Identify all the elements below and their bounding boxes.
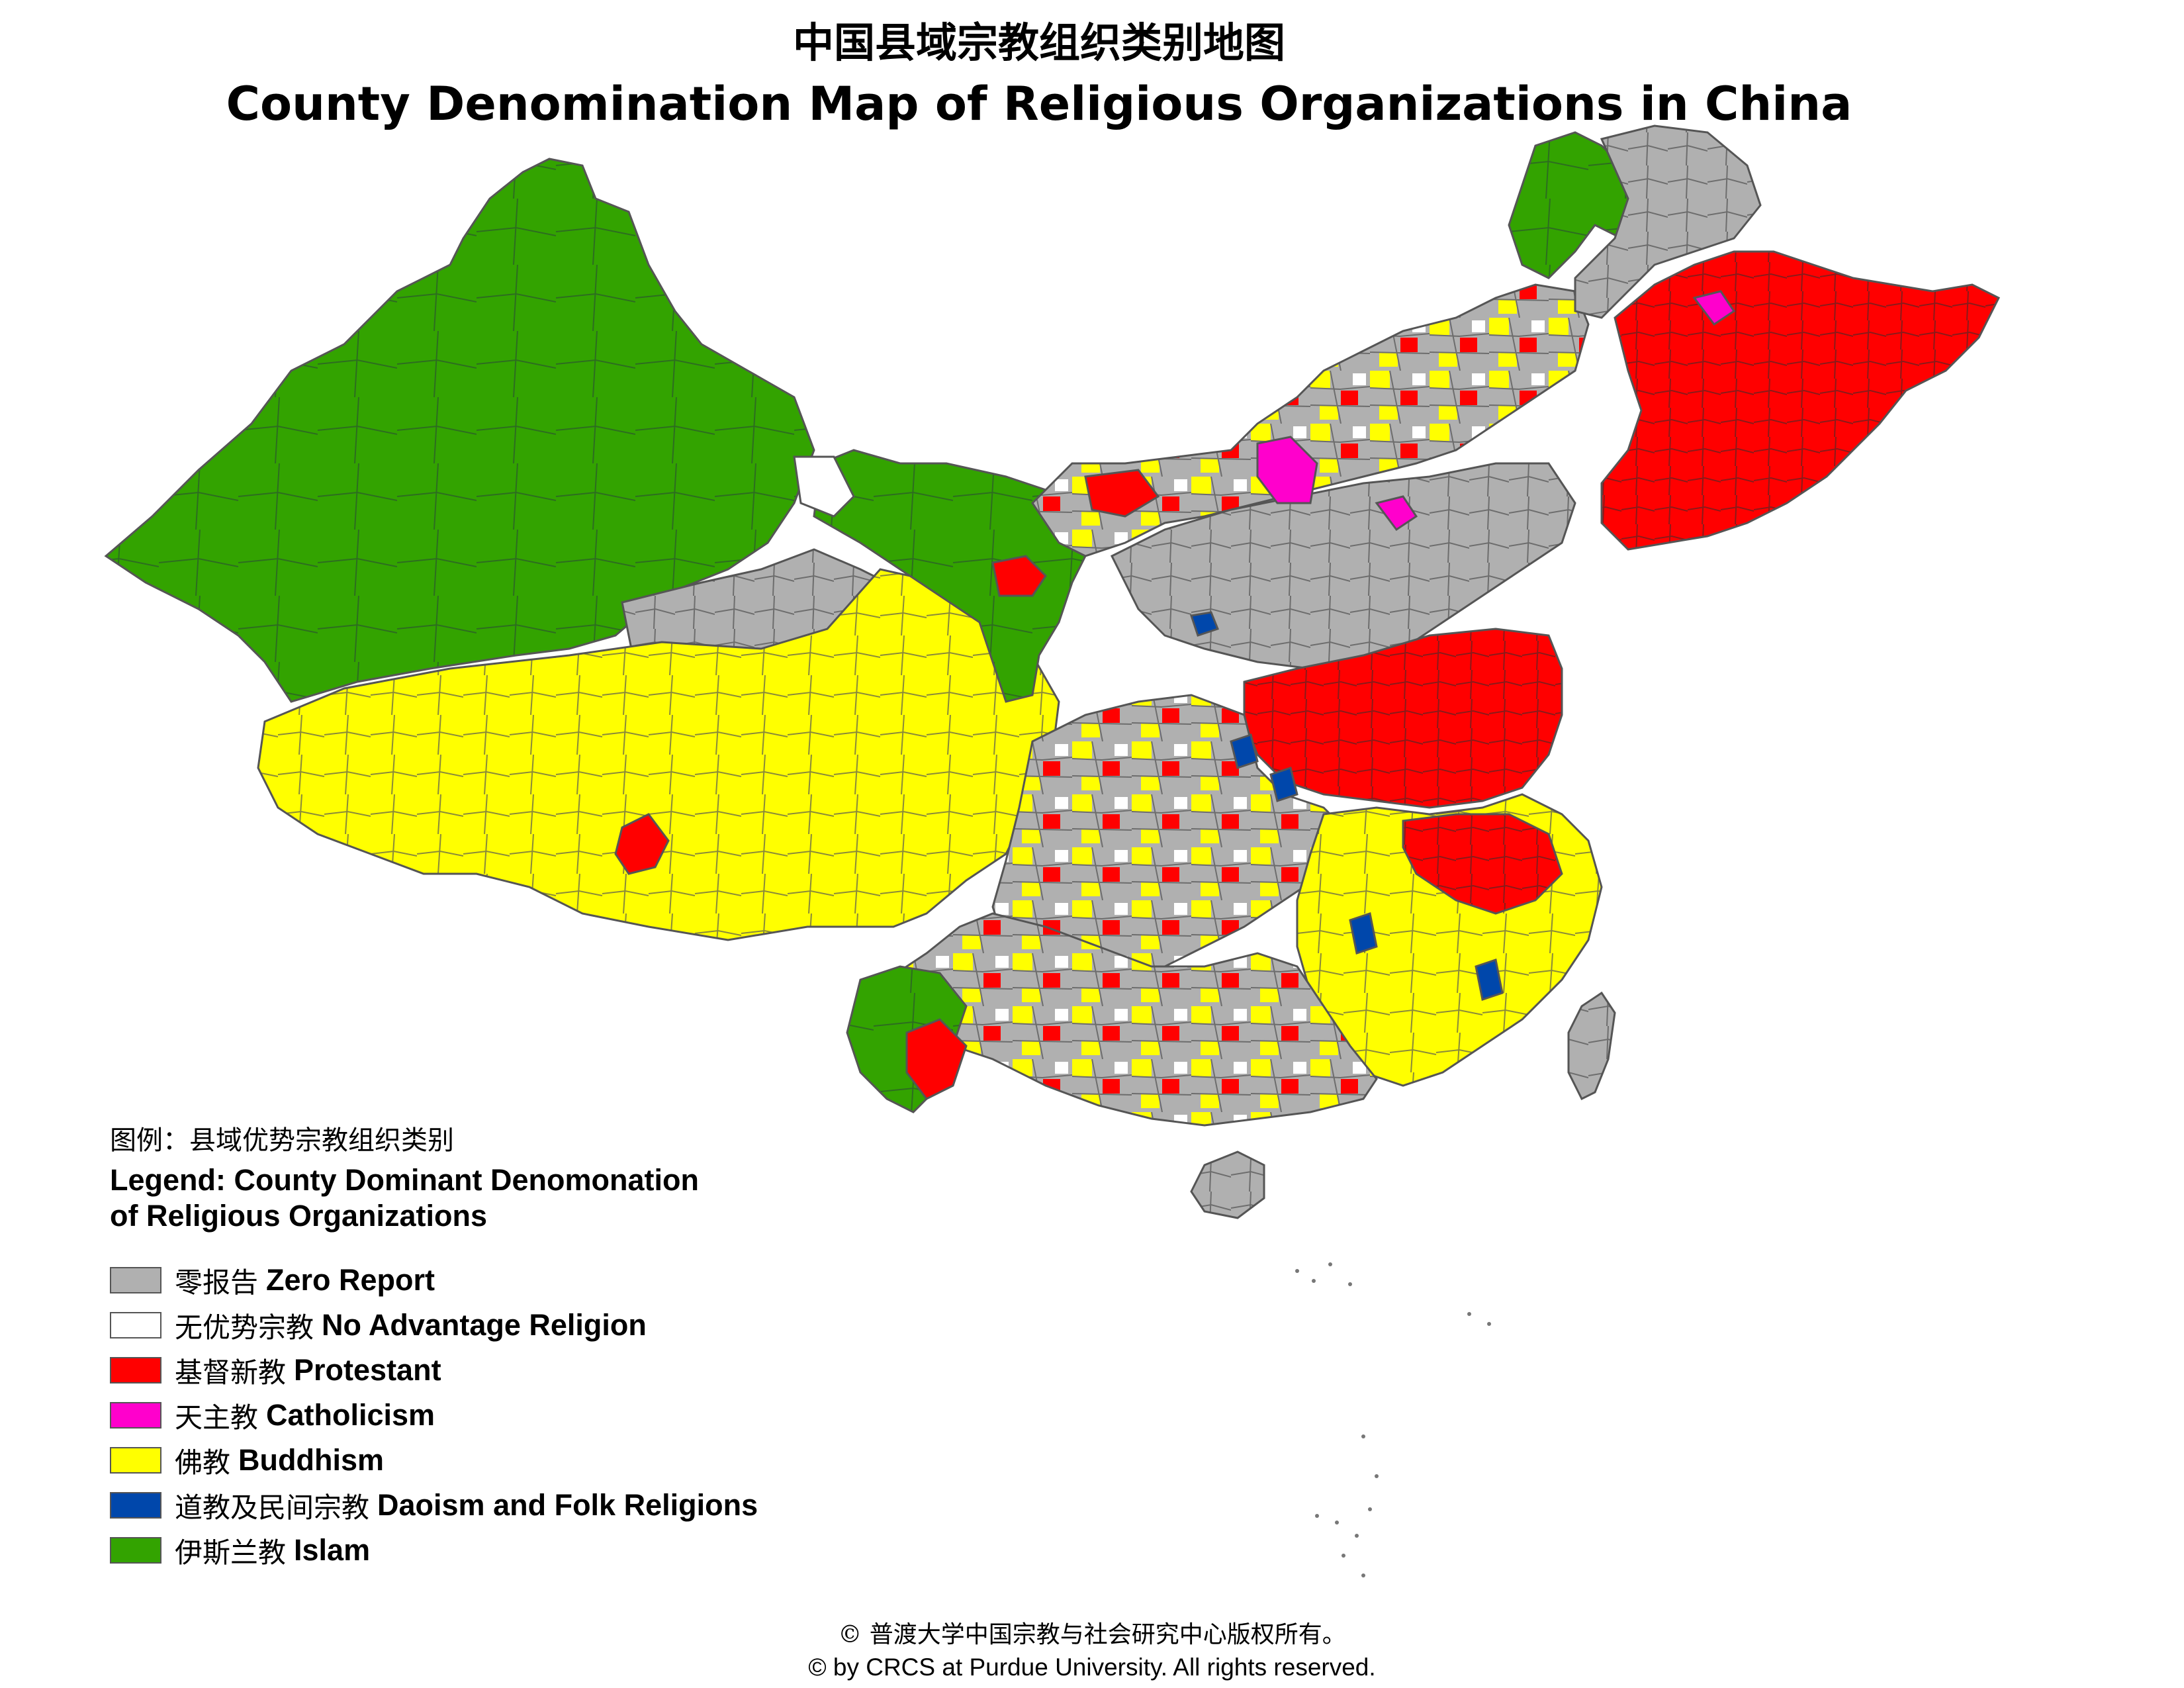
legend-item: 伊斯兰教 Islam — [110, 1528, 904, 1573]
legend-label-cn: 佛教 — [175, 1446, 231, 1479]
region-protestant-yunnan — [905, 1018, 968, 1100]
region-daoism-5 — [1269, 767, 1298, 802]
region-daoism-4 — [1475, 959, 1504, 1001]
region-protestant-east — [1402, 813, 1563, 915]
legend-item: 佛教 Buddhism — [110, 1438, 904, 1483]
legend-label-en: Zero Report — [266, 1263, 435, 1297]
legend-item: 零报告 Zero Report — [110, 1258, 904, 1303]
region-zero-north — [1031, 283, 1590, 557]
legend-label-en: Islam — [294, 1533, 371, 1567]
legend-title-cn: 图例：县域优势宗教组织类别 — [110, 1125, 454, 1156]
copyright-cn: © 普渡大学中国宗教与社会研究中心版权所有。 — [838, 1621, 1346, 1648]
legend-label-cn: 无优势宗教 — [175, 1311, 314, 1344]
legend-label-en: Protestant — [294, 1353, 441, 1387]
legend-swatch — [110, 1492, 161, 1519]
legend-label-en: No Advantage Religion — [322, 1308, 647, 1342]
region-no-advantage-north — [793, 455, 855, 518]
copyright-en: © by CRCS at Purdue University. All righ… — [808, 1654, 1376, 1681]
region-islam-northeast — [1508, 131, 1643, 279]
legend-items: 零报告 Zero Report 无优势宗教 No Advantage Religion… — [110, 1258, 904, 1573]
footer: © 普渡大学中国宗教与社会研究中心版权所有。 © by CRCS at Purd… — [0, 1615, 2184, 1681]
region-catholic-northeast — [1692, 290, 1736, 326]
legend-swatch — [110, 1312, 161, 1338]
map-title-en: County Denomination Map of Religious Org… — [226, 77, 1852, 131]
region-buddhism-west — [257, 568, 1060, 941]
region-catholic-hebei — [1375, 495, 1418, 532]
legend-item: 天主教 Catholicism — [110, 1393, 904, 1438]
legend-swatch — [110, 1357, 161, 1383]
legend: 图例：县域优势宗教组织类别 Legend: County Dominant De… — [110, 1119, 904, 1573]
legend-label-en: Buddhism — [238, 1443, 385, 1477]
legend-label-cn: 伊斯兰教 — [175, 1536, 287, 1569]
region-mixed-north-china — [1110, 462, 1576, 670]
region-taiwan — [1567, 991, 1616, 1101]
region-catholic-north — [1256, 436, 1318, 504]
legend-swatch — [110, 1447, 161, 1474]
legend-label-cn: 基督新教 — [175, 1356, 287, 1389]
region-daoism-2 — [1230, 733, 1259, 769]
legend-label-en: Daoism and Folk Religions — [377, 1488, 758, 1522]
region-daoism-3 — [1349, 912, 1378, 955]
legend-item: 基督新教 Protestant — [110, 1348, 904, 1393]
legend-label-en: Catholicism — [266, 1398, 435, 1432]
title-block: 中国县域宗教组织类别地图 County Denomination Map of … — [0, 0, 2078, 131]
region-protestant-tibet — [614, 813, 670, 875]
south-sea-islands — [1295, 1262, 1491, 1577]
region-hainan — [1190, 1150, 1265, 1219]
legend-swatch — [110, 1402, 161, 1429]
legend-swatch — [110, 1537, 161, 1564]
region-protestant-inner-mongolia — [1084, 469, 1160, 518]
legend-item: 道教及民间宗教 Daoism and Folk Religions — [110, 1483, 904, 1528]
legend-swatch — [110, 1267, 161, 1293]
legend-title-en-line2: of Religious Organizations — [110, 1199, 488, 1233]
region-protestant-ningxia — [991, 555, 1047, 597]
map-title-cn: 中国县域宗教组织类别地图 — [792, 19, 1285, 67]
legend-label-cn: 天主教 — [175, 1401, 259, 1434]
legend-title-en-line1: Legend: County Dominant Denomonation — [110, 1163, 699, 1197]
region-zero-northeast — [1574, 124, 1762, 319]
legend-item: 无优势宗教 No Advantage Religion — [110, 1303, 904, 1348]
legend-label-cn: 零报告 — [175, 1266, 259, 1299]
legend-label-cn: 道教及民间宗教 — [175, 1491, 370, 1524]
region-protestant-northeast — [1600, 250, 2001, 551]
region-islam-central — [813, 449, 1093, 703]
region-daoism-1 — [1190, 611, 1219, 637]
region-islam-west — [104, 158, 815, 703]
